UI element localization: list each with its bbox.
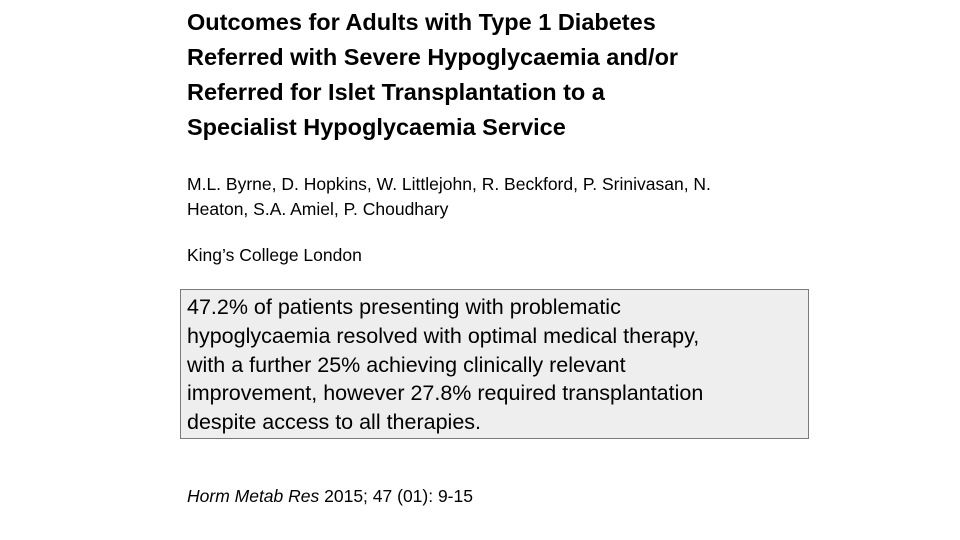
citation: Horm Metab Res 2015; 47 (01): 9-15 (187, 484, 473, 509)
finding-line: despite access to all therapies. (187, 410, 481, 435)
title-line: Outcomes for Adults with Type 1 Diabetes (187, 9, 656, 35)
finding-line: 47.2% of patients presenting with proble… (187, 295, 621, 319)
affiliation: King’s College London (187, 245, 362, 265)
author-list: M.L. Byrne, D. Hopkins, W. Littlejohn, R… (187, 172, 827, 222)
title-line: Referred for Islet Transplantation to a (187, 79, 605, 105)
citation-journal: Horm Metab Res (187, 486, 320, 506)
title-line: Referred with Severe Hypoglycaemia and/o… (187, 44, 679, 70)
title-line: Specialist Hypoglycaemia Service (187, 114, 566, 140)
finding-line: improvement, however 27.8% required tran… (187, 381, 704, 406)
author-line: M.L. Byrne, D. Hopkins, W. Littlejohn, R… (187, 174, 711, 194)
author-line: Heaton, S.A. Amiel, P. Choudhary (187, 199, 449, 219)
key-finding-box: 47.2% of patients presenting with proble… (180, 289, 809, 439)
finding-line: with a further 25% achieving clinically … (187, 352, 626, 377)
key-finding-text: 47.2% of patients presenting with proble… (187, 293, 703, 437)
citation-details: 2015; 47 (01): 9-15 (319, 486, 473, 506)
paper-title: Outcomes for Adults with Type 1 Diabetes… (187, 5, 827, 145)
finding-line: hypoglycaemia resolved with optimal medi… (187, 323, 700, 348)
